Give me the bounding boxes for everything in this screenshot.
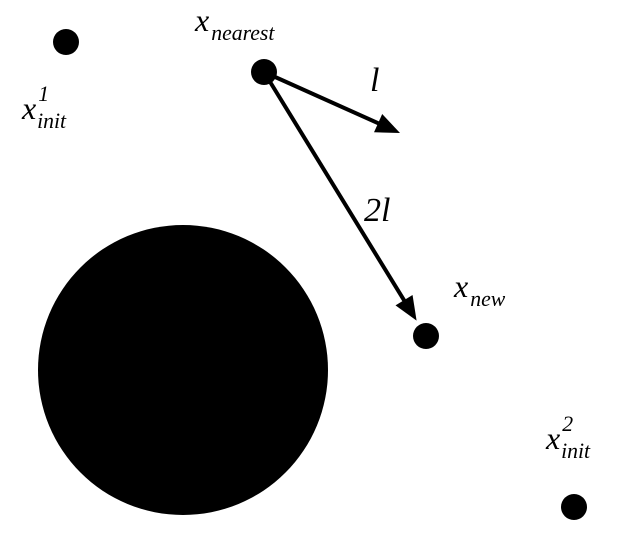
edge-arrowhead	[396, 295, 417, 321]
label-x-init-2: x2init	[546, 420, 600, 457]
diagram-svg	[0, 0, 627, 551]
label-two-l: 2l	[364, 192, 390, 230]
label-x-init-1: x1init	[22, 90, 76, 127]
label-base: x	[22, 90, 36, 126]
label-base: 2l	[364, 192, 390, 229]
label-x-new: xnew	[454, 268, 503, 305]
node-x-nearest	[251, 59, 277, 85]
label-sup: 2	[562, 412, 573, 436]
label-sub: init	[37, 109, 66, 133]
label-sub: init	[561, 439, 590, 463]
diagram-canvas: xnearestl2lx1initxnewx2init	[0, 0, 627, 551]
obstacle-circle	[38, 225, 328, 515]
label-l: l	[370, 62, 379, 100]
label-x-nearest: xnearest	[195, 2, 272, 39]
label-base: x	[195, 2, 209, 38]
label-sub: nearest	[211, 21, 274, 45]
label-sup: 1	[38, 82, 49, 106]
node-x-init-1	[53, 29, 79, 55]
label-base: l	[370, 62, 379, 99]
label-sub: new	[470, 287, 505, 311]
node-x-init-2	[561, 494, 587, 520]
node-x-new	[413, 323, 439, 349]
label-base: x	[546, 420, 560, 456]
label-base: x	[454, 268, 468, 304]
